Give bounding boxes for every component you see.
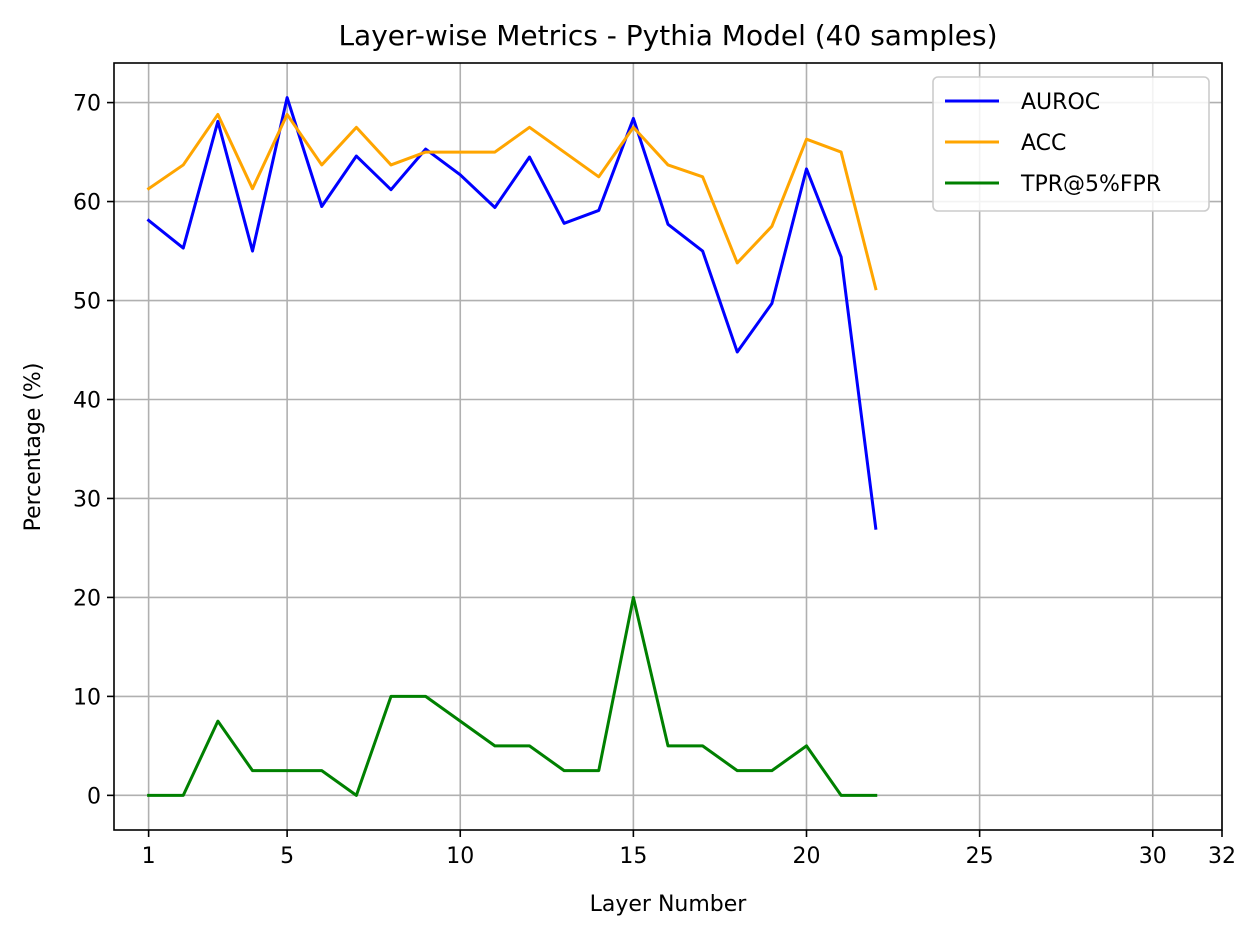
plot-frame — [113, 62, 1223, 831]
y-tick-label: 60 — [73, 191, 101, 216]
legend-label: AUROC — [1021, 90, 1100, 115]
chart-title: Layer-wise Metrics - Pythia Model (40 sa… — [338, 19, 997, 52]
x-tick-label: 1 — [142, 844, 156, 869]
series-line-acc — [146, 112, 878, 291]
x-axis-label: Layer Number — [590, 892, 748, 917]
y-tick-label: 0 — [87, 784, 101, 809]
x-tick-label: 30 — [1139, 844, 1167, 869]
legend-box — [932, 76, 1210, 212]
x-tick-label: 20 — [793, 844, 821, 869]
x-tick-label: 15 — [619, 844, 647, 869]
y-tick-label: 30 — [73, 487, 101, 512]
y-axis-label: Percentage (%) — [21, 363, 46, 532]
x-tick-label: 5 — [280, 844, 294, 869]
series-line-auroc — [146, 96, 878, 530]
y-tick-label: 20 — [73, 586, 101, 611]
x-tick-label: 10 — [446, 844, 474, 869]
y-tick-label: 40 — [73, 388, 101, 413]
legend-label: ACC — [1021, 131, 1066, 156]
x-tick-label: 32 — [1208, 844, 1236, 869]
x-tick-label: 25 — [966, 844, 994, 869]
legend-label: TPR@5%FPR — [1020, 172, 1161, 197]
y-tick-label: 50 — [73, 290, 101, 315]
y-tick-label: 70 — [73, 92, 101, 117]
y-tick-label: 10 — [73, 685, 101, 710]
series-layer — [146, 96, 878, 797]
legend: AUROC ACC TPR@5%FPR — [932, 76, 1210, 212]
series-line-tpr-5-fpr — [147, 595, 878, 797]
